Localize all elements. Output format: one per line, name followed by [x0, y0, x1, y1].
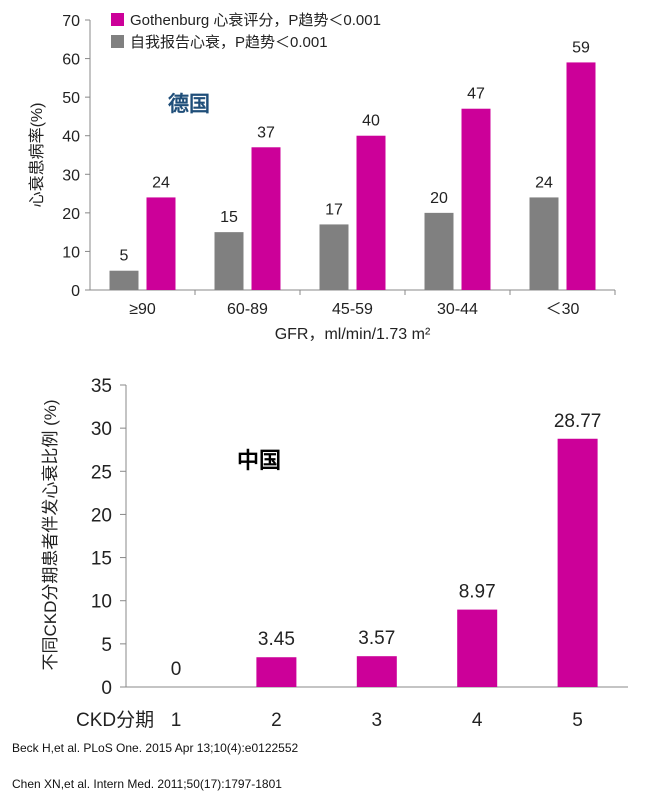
chart1-y-tick-label: 30	[62, 167, 80, 184]
chart1-annotation: 德国	[168, 92, 210, 116]
chart1-legend-label: 自我报告心衰，P趋势＜0.001	[130, 34, 328, 51]
chart1-y-tick-label: 0	[71, 283, 80, 300]
chart1-bar	[461, 108, 491, 290]
chart1-x-tick-label: ≥90	[129, 301, 156, 318]
chart1-legend-swatch	[111, 13, 124, 26]
chart1-bar	[146, 197, 176, 290]
chart2-y-tick-label: 15	[91, 549, 112, 570]
chart1-bar	[214, 232, 244, 290]
chart1-bar	[109, 270, 139, 290]
chart1-data-label: 15	[220, 209, 238, 226]
chart1-bar	[424, 212, 454, 290]
chart2-y-tick-label: 30	[91, 419, 112, 440]
chart2-bar	[457, 609, 498, 687]
chart1-legend-label: Gothenburg 心衰评分，P趋势＜0.001	[130, 12, 381, 29]
chart2-y-axis-title: 不同CKD分期患者伴发心衰比例 (%)	[41, 399, 60, 670]
chart2-bar	[256, 657, 297, 687]
chart2-x-tick-label: 3	[372, 710, 383, 731]
chart1-data-label: 5	[120, 248, 129, 265]
chart1-bar	[251, 147, 281, 290]
chart2-bar	[356, 656, 397, 687]
chart2-data-label: 28.77	[554, 411, 602, 432]
chart1-y-tick-label: 40	[62, 129, 80, 146]
chart1-y-axis-title: 心衰患病率(%)	[28, 103, 46, 208]
chart1-y-tick-label: 50	[62, 90, 80, 107]
chart2-y-tick-label: 0	[101, 678, 112, 699]
chart2-y-tick-label: 35	[91, 376, 112, 397]
chart2-data-label: 3.57	[358, 628, 395, 649]
chart2-data-label: 3.45	[258, 629, 295, 650]
reference-chen: Chen XN,et al. Intern Med. 2011;50(17):1…	[12, 777, 282, 791]
chart2-data-label: 0	[171, 659, 182, 680]
reference-beck: Beck H,et al. PLoS One. 2015 Apr 13;10(4…	[12, 741, 299, 755]
chart2-y-tick-label: 10	[91, 592, 112, 613]
chart2-x-tick-label: 4	[472, 710, 483, 731]
chart1-y-tick-label: 60	[62, 52, 80, 69]
chart1-x-tick-label: 45-59	[332, 301, 373, 318]
chart2-y-tick-label: 20	[91, 505, 112, 526]
chart1-data-label: 47	[467, 86, 485, 103]
chart2-x-axis-title: CKD分期	[76, 709, 154, 731]
chart1-y-tick-label: 10	[62, 244, 80, 261]
chart1-x-tick-label: ＜30	[546, 301, 580, 318]
chart2-data-label: 8.97	[459, 582, 496, 603]
chart2-y-tick-label: 5	[101, 635, 112, 656]
chart1-data-label: 59	[572, 39, 590, 56]
chart1-data-label: 37	[257, 124, 275, 141]
chart1-y-tick-label: 70	[62, 13, 80, 30]
chart1-data-label: 24	[535, 174, 553, 191]
chart2-bar	[557, 438, 598, 687]
chart1-data-label: 24	[152, 174, 170, 191]
chart1-data-label: 20	[430, 190, 448, 207]
chart1-y-tick-label: 20	[62, 206, 80, 223]
chart2-x-tick-label: 5	[572, 710, 583, 731]
chart1-bar	[566, 62, 596, 290]
chart2-x-tick-label: 2	[271, 710, 282, 731]
chart1-x-tick-label: 30-44	[437, 301, 478, 318]
chart1-x-tick-label: 60-89	[227, 301, 268, 318]
chart1-x-axis-title: GFR，ml/min/1.73 m²	[275, 326, 431, 343]
chart1-bar	[319, 224, 349, 290]
chart2-annotation: 中国	[237, 448, 281, 473]
chart1-legend-swatch	[111, 35, 124, 48]
chart2-x-tick-label: 1	[171, 710, 182, 731]
references: Beck H,et al. PLoS One. 2015 Apr 13;10(4…	[12, 738, 298, 810]
chart1-bar	[356, 135, 386, 290]
chart1-bar	[529, 197, 559, 290]
chart2-y-tick-label: 25	[91, 462, 112, 483]
chart1-data-label: 40	[362, 113, 380, 130]
chart1-data-label: 17	[325, 201, 343, 218]
